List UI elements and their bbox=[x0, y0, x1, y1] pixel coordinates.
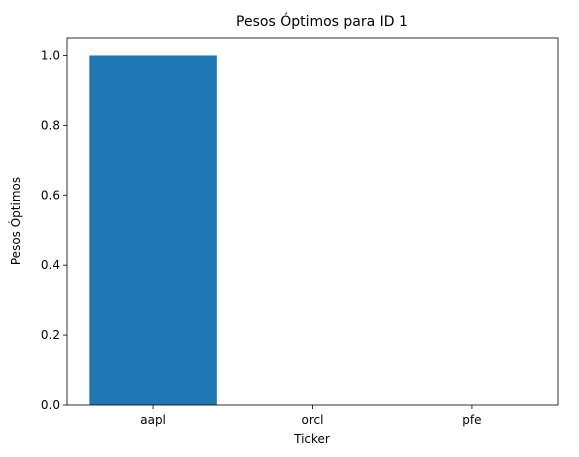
y-tick-label: 0.0 bbox=[41, 398, 60, 412]
chart-title: Pesos Óptimos para ID 1 bbox=[236, 12, 408, 30]
x-axis-label: Ticker bbox=[293, 432, 330, 446]
bar-aapl bbox=[89, 55, 217, 405]
y-tick-label: 0.4 bbox=[41, 258, 60, 272]
x-axis-ticks: aapl orcl pfe bbox=[140, 405, 482, 427]
y-tick-label: 0.8 bbox=[41, 118, 60, 132]
y-axis-label: Pesos Óptimos bbox=[8, 177, 23, 265]
y-tick-label: 1.0 bbox=[41, 48, 60, 62]
y-tick-label: 0.6 bbox=[41, 188, 60, 202]
y-axis-ticks: 0.0 0.2 0.4 0.6 0.8 1.0 bbox=[41, 48, 67, 412]
y-tick-label: 0.2 bbox=[41, 328, 60, 342]
x-tick-label: orcl bbox=[302, 413, 324, 427]
x-tick-label: pfe bbox=[462, 413, 481, 427]
x-tick-label: aapl bbox=[140, 413, 166, 427]
bars-group bbox=[89, 55, 217, 405]
